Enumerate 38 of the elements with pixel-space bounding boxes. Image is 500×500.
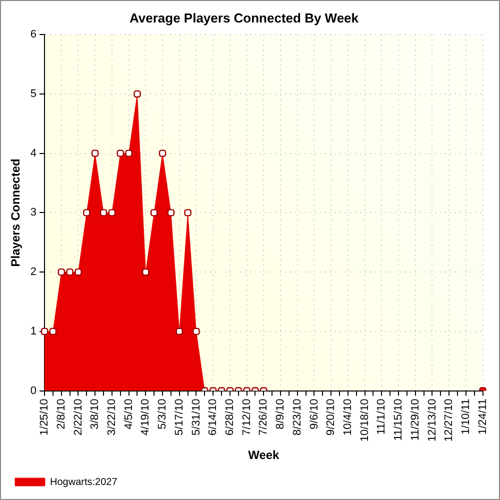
x-tick-label: 7/12/10 (240, 398, 253, 436)
x-tick-label: 10/4/10 (342, 398, 354, 436)
legend-label: Hogwarts:2027 (50, 476, 118, 488)
x-tick-label: 9/20/10 (325, 398, 338, 436)
y-tick-label: 0 (30, 384, 37, 397)
y-tick-label: 4 (30, 147, 37, 160)
x-tick-label: 1/25/10 (38, 398, 51, 436)
x-tick-label: 8/23/10 (291, 398, 304, 436)
x-tick-label: 6/14/10 (207, 398, 220, 436)
x-tick-label: 1/10/11 (460, 398, 472, 435)
y-tick-label: 6 (30, 28, 37, 41)
x-tick-label: 5/3/10 (156, 398, 169, 430)
x-tick-label: 4/5/10 (122, 398, 135, 430)
x-tick-label: 2/8/10 (55, 398, 68, 430)
y-tick-label: 2 (30, 266, 37, 278)
chart-title: Average Players Connected By Week (129, 10, 360, 26)
x-tick-label: 12/27/10 (443, 398, 456, 442)
x-tick-label: 8/9/10 (274, 398, 287, 430)
y-tick-label: 5 (30, 88, 37, 100)
y-axis-title: Players Connected (8, 158, 23, 267)
x-tick-label: 6/28/10 (224, 398, 236, 436)
x-tick-label: 5/17/10 (173, 398, 186, 436)
x-tick-label: 10/18/10 (358, 398, 371, 442)
x-tick-label: 4/19/10 (140, 398, 152, 436)
x-tick-label: 5/31/10 (190, 398, 202, 436)
x-tick-label: 1/24/11 (476, 398, 489, 435)
x-tick-label: 3/8/10 (89, 398, 102, 430)
x-tick-label: 3/22/10 (106, 398, 118, 436)
x-tick-label: 11/29/10 (409, 398, 422, 441)
x-tick-label: 11/1/10 (376, 398, 388, 435)
x-tick-label: 2/22/10 (72, 398, 84, 436)
x-tick-label: 11/15/10 (392, 398, 405, 441)
x-tick-label: 7/26/10 (258, 398, 270, 436)
x-axis-title: Week (248, 448, 280, 462)
y-tick-label: 1 (30, 325, 37, 338)
x-tick-label: 9/6/10 (308, 398, 320, 430)
x-tick-label: 12/13/10 (426, 398, 438, 442)
y-tick-label: 3 (30, 206, 37, 219)
